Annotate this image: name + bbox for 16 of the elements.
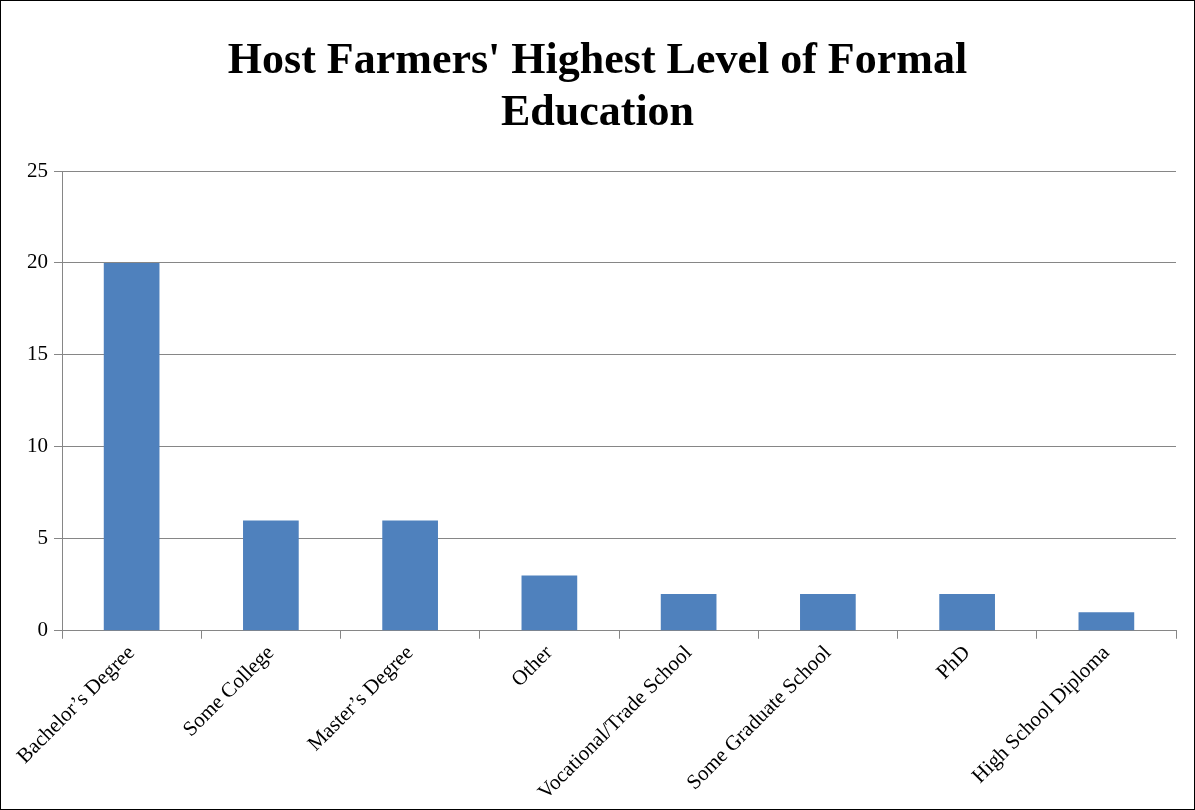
y-tick-label: 25 <box>27 157 48 182</box>
bar <box>800 593 856 631</box>
y-tick-label: 20 <box>27 249 48 274</box>
bar <box>939 593 995 631</box>
bar <box>103 262 160 631</box>
bar <box>382 520 438 631</box>
bar <box>660 593 717 631</box>
bar <box>521 575 578 631</box>
y-tick-label: 15 <box>27 341 48 366</box>
bar <box>243 520 299 631</box>
chart-title: Host Farmers' Highest Level of Formal Education <box>226 33 969 137</box>
x-tick-label: PhD <box>931 640 975 684</box>
y-tick-label: 10 <box>27 433 48 458</box>
y-tick-label: 0 <box>37 617 48 642</box>
y-tick-label: 5 <box>37 525 48 550</box>
bar <box>1078 612 1135 631</box>
